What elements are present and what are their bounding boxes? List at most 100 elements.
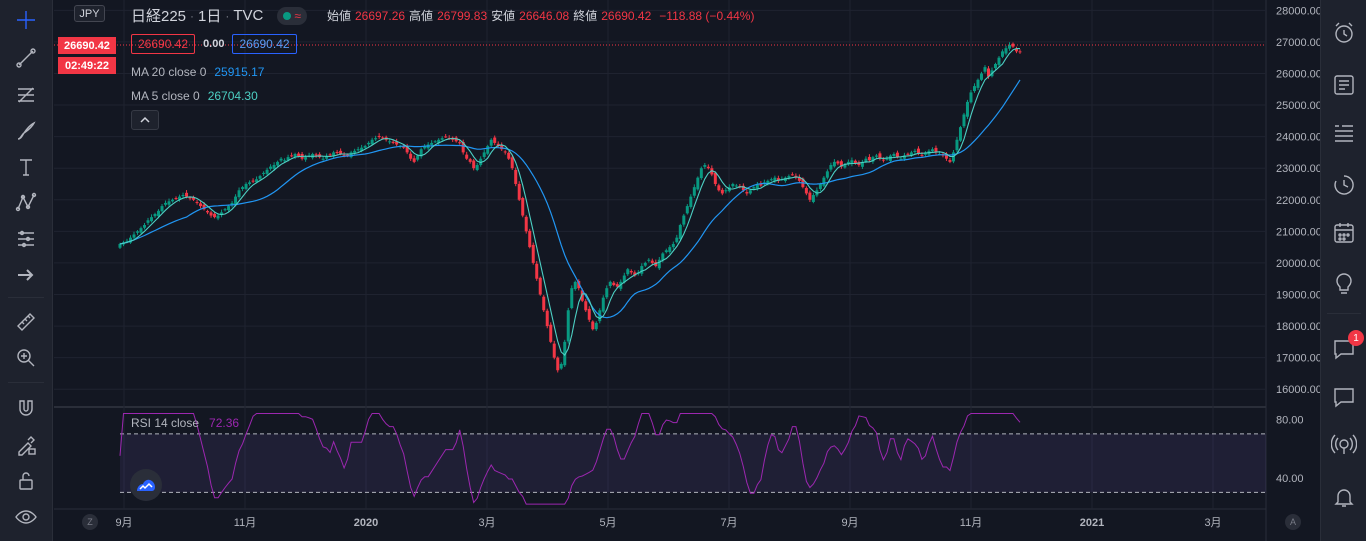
- alarm-icon[interactable]: [1329, 18, 1359, 48]
- collapse-legend-button[interactable]: [131, 110, 159, 130]
- pattern-icon[interactable]: [6, 188, 46, 218]
- bell-icon[interactable]: [1329, 482, 1359, 512]
- tradingview-logo-icon[interactable]: [130, 469, 162, 501]
- chart-area[interactable]: 16000.00 17000.00 18000.00 19000.00 20000.00…: [54, 0, 1320, 541]
- candle-body: [808, 192, 812, 200]
- candle-body: [633, 272, 637, 276]
- candle-body: [892, 153, 896, 157]
- high-label: 高値: [409, 9, 434, 23]
- market-status-pill[interactable]: ≈: [277, 6, 307, 25]
- ma20-line[interactable]: [119, 79, 1021, 319]
- candle-body: [930, 149, 934, 152]
- crosshair-icon[interactable]: [6, 5, 46, 35]
- candle-body: [916, 148, 920, 154]
- magnet-icon[interactable]: [6, 394, 46, 424]
- candle-body: [234, 196, 238, 206]
- candle-body: [682, 215, 686, 225]
- ma5-legend[interactable]: MA 5 close 0 26704.30: [131, 89, 258, 103]
- eye-icon[interactable]: [6, 502, 46, 532]
- time-tick-label: 3月: [478, 517, 495, 529]
- candle-body: [136, 231, 140, 233]
- change-value: −118.88 (−0.44%): [659, 8, 755, 23]
- candle-body: [538, 277, 542, 295]
- candle-body: [549, 324, 553, 342]
- ruler-icon[interactable]: [6, 307, 46, 337]
- candle-body: [587, 308, 591, 320]
- candle-body: [920, 154, 924, 156]
- candle-body: [360, 147, 364, 152]
- arrow-icon[interactable]: [6, 260, 46, 290]
- candle-body: [713, 172, 717, 184]
- interval-label[interactable]: 1日: [198, 8, 222, 25]
- candle-body: [608, 281, 612, 286]
- candle-body: [622, 275, 626, 283]
- news-icon[interactable]: [1329, 70, 1359, 100]
- ma5-line[interactable]: [119, 47, 1021, 356]
- candle-body: [213, 213, 217, 218]
- wave-icon: ≈: [294, 8, 301, 23]
- zoom-icon[interactable]: [6, 343, 46, 373]
- ma20-value: 25915.17: [214, 65, 265, 79]
- broadcast-icon[interactable]: [1329, 430, 1359, 460]
- candle-body: [381, 137, 385, 139]
- candle-body: [370, 139, 374, 145]
- candle-body: [759, 183, 763, 186]
- candle-body: [885, 158, 889, 160]
- history-icon[interactable]: [1329, 170, 1359, 200]
- candle-body: [479, 158, 483, 166]
- candle-body: [171, 199, 175, 202]
- candle-body: [514, 169, 518, 184]
- candle-body: [871, 157, 875, 162]
- candle-body: [363, 146, 367, 148]
- ma20-legend[interactable]: MA 20 close 0 25915.17: [131, 65, 264, 79]
- sell-button[interactable]: 26690.42: [131, 34, 196, 54]
- candle-body: [612, 282, 616, 286]
- rsi-label: RSI 14 close: [131, 416, 200, 430]
- currency-badge[interactable]: JPY: [74, 5, 105, 22]
- text-icon[interactable]: [6, 152, 46, 182]
- candle-body: [167, 201, 171, 205]
- prediction-icon[interactable]: [6, 224, 46, 254]
- chevron-up-icon: [140, 116, 150, 123]
- candle-body: [983, 67, 987, 72]
- symbol-name[interactable]: 日経225: [131, 8, 187, 25]
- candle-body: [251, 180, 255, 182]
- price-tick-label: 21000.00: [1276, 226, 1320, 238]
- candle-body: [468, 159, 472, 162]
- auto-scale-button[interactable]: A: [1285, 514, 1301, 530]
- toolbar-divider: [8, 382, 44, 383]
- watchlist-icon[interactable]: [1329, 118, 1359, 148]
- lock-draw-icon[interactable]: [6, 430, 46, 460]
- rsi-legend[interactable]: RSI 14 close 72.36: [131, 416, 239, 430]
- countdown-tag: 02:49:22: [58, 57, 116, 74]
- rsi-line[interactable]: [119, 413, 1021, 505]
- buy-button[interactable]: 26690.42: [232, 34, 297, 54]
- trend-line-icon[interactable]: [6, 43, 46, 73]
- candle-body: [601, 297, 605, 312]
- candle-body: [773, 177, 777, 182]
- candle-body: [524, 216, 528, 232]
- candle-body: [220, 212, 224, 216]
- candle-body: [867, 156, 871, 161]
- candle-body: [1011, 43, 1015, 47]
- fib-icon[interactable]: [6, 80, 46, 110]
- candle-body: [146, 220, 150, 223]
- candle-body: [899, 158, 903, 160]
- brush-icon[interactable]: [6, 116, 46, 146]
- time-tick-label: 7月: [720, 517, 737, 529]
- candle-body: [129, 237, 133, 243]
- candle-body: [283, 160, 287, 162]
- calendar-icon[interactable]: [1329, 218, 1359, 248]
- time-tick-label: 5月: [599, 517, 616, 529]
- candle-body: [696, 177, 700, 190]
- close-value: 26690.42: [601, 8, 652, 23]
- chart-canvas[interactable]: 16000.00 17000.00 18000.00 19000.00 20000.00…: [54, 0, 1320, 541]
- candle-body: [692, 187, 696, 196]
- idea-icon[interactable]: [1329, 268, 1359, 298]
- candle-body: [377, 135, 381, 137]
- candle-body: [475, 165, 479, 170]
- unlock-icon[interactable]: [6, 466, 46, 496]
- message-icon[interactable]: [1329, 382, 1359, 412]
- zoom-axis-button[interactable]: Z: [82, 514, 98, 530]
- candle-body: [430, 142, 434, 145]
